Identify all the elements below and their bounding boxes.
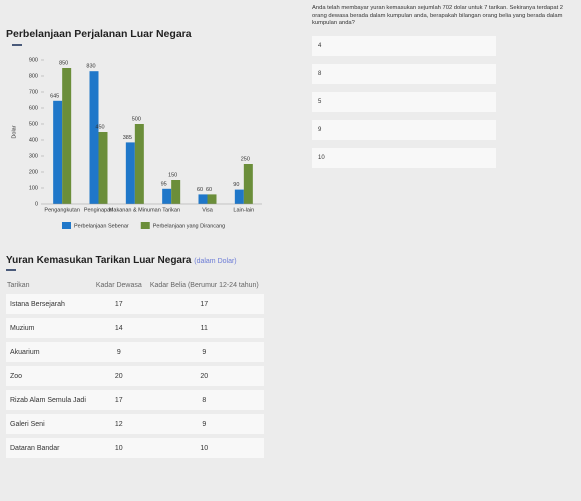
x-tick-label: Visa: [202, 207, 214, 213]
value-label: 850: [59, 60, 68, 66]
chart-title: Perbelanjaan Perjalanan Luar Negara: [6, 28, 192, 40]
y-tick-label: 800: [29, 73, 38, 79]
legend-swatch: [62, 222, 71, 229]
x-tick-label: Tarikan: [162, 207, 180, 213]
value-label: 60: [206, 187, 212, 193]
fee-table: Yuran Kemasukan Tarikan Luar Negara (dal…: [6, 255, 264, 462]
table-cell: 10: [144, 438, 264, 458]
value-label: 385: [123, 135, 132, 141]
y-tick-label: 0: [35, 201, 38, 207]
table-title: Yuran Kemasukan Tarikan Luar Negara: [6, 255, 192, 266]
table-cell: Dataran Bandar: [6, 438, 94, 458]
table-row: Akuarium 9 9: [6, 342, 264, 362]
x-tick-label: Makanan & Minuman: [109, 207, 161, 213]
table-cell: Muzium: [6, 318, 94, 338]
value-label: 95: [161, 181, 167, 187]
y-tick-label: 500: [29, 121, 38, 127]
bar: [89, 71, 99, 204]
value-label: 450: [95, 124, 104, 130]
question-text: Anda telah membayar yuran kemasukan seju…: [312, 5, 564, 27]
title-underline: [12, 44, 22, 46]
y-tick-label: 100: [29, 185, 38, 191]
table-cell: Akuarium: [6, 342, 94, 362]
options: 4 8 5 9 10: [312, 35, 574, 168]
table-cell: 11: [144, 318, 264, 338]
table-cell: Rizab Alam Semula Jadi: [6, 390, 94, 410]
table-row: Rizab Alam Semula Jadi 17 8: [6, 390, 264, 410]
y-axis-label: Dolar: [11, 125, 17, 138]
chart: Perbelanjaan Perjalanan Luar Negara Dola…: [6, 28, 262, 229]
answer-option[interactable]: 5: [312, 91, 496, 112]
table: Tarikan Kadar Dewasa Kadar Belia (Berumur …: [6, 277, 264, 462]
bar: [98, 132, 108, 204]
table-cell: 20: [144, 366, 264, 386]
column-header: Tarikan: [7, 282, 30, 289]
column-header: Kadar Dewasa: [95, 282, 142, 289]
answer-option[interactable]: 9: [312, 119, 496, 140]
table-cell: Galeri Seni: [6, 414, 94, 434]
bar: [53, 100, 63, 204]
answer-option[interactable]: 4: [312, 35, 496, 56]
y-tick-label: 700: [29, 89, 38, 95]
bar: [234, 189, 244, 204]
table-cell: Istana Bersejarah: [6, 294, 94, 314]
bar: [62, 68, 72, 204]
table-cell: 12: [93, 414, 145, 434]
legend-label: Perbelanjaan yang Dirancang: [153, 223, 225, 229]
y-tick-label: 300: [29, 153, 38, 159]
bar: [125, 142, 135, 204]
table-row: Galeri Seni 12 9: [6, 414, 264, 434]
bar: [207, 194, 217, 204]
answer-option[interactable]: 8: [312, 63, 496, 84]
table-cell: 17: [93, 294, 145, 314]
x-tick-label: Lain-lain: [233, 207, 254, 213]
bar: [198, 194, 208, 204]
legend-swatch: [140, 222, 150, 229]
y-tick-label: 400: [29, 137, 38, 143]
table-row: Istana Bersejarah 17 17: [6, 294, 264, 314]
bar: [134, 124, 144, 204]
table-cell: 17: [144, 294, 264, 314]
y-tick-label: 600: [29, 105, 38, 111]
value-label: 500: [132, 116, 141, 122]
value-label: 250: [241, 156, 250, 162]
value-label: 645: [50, 93, 59, 99]
column-header: Kadar Belia (Berumur 12-24 tahun): [149, 282, 259, 289]
answer-option[interactable]: 10: [312, 147, 496, 168]
x-tick-label: Pengangkutan: [44, 207, 79, 213]
bar: [162, 188, 172, 204]
table-subtitle: (dalam Dolar): [194, 258, 237, 265]
x-tick-label: Penginapan: [84, 207, 113, 213]
table-cell: 8: [144, 390, 264, 410]
table-cell: 10: [93, 438, 145, 458]
table-row: Dataran Bandar 10 10: [6, 438, 264, 458]
value-label: 90: [233, 182, 239, 188]
bar: [243, 164, 253, 204]
table-cell: Zoo: [6, 366, 94, 386]
legend-label: Perbelanjaan Sebenar: [74, 223, 129, 229]
table-cell: 9: [144, 342, 264, 362]
value-label: 830: [86, 64, 95, 70]
underline: [6, 269, 16, 271]
table-row: Zoo 20 20: [6, 366, 264, 386]
table-cell: 9: [144, 414, 264, 434]
table-cell: 9: [93, 342, 145, 362]
table-cell: 17: [93, 390, 145, 410]
table-cell: 14: [93, 318, 145, 338]
table-heading: Yuran Kemasukan Tarikan Luar Negara (dal…: [6, 255, 264, 266]
value-label: 60: [197, 187, 203, 193]
y-tick-label: 900: [29, 57, 38, 63]
table-row: Muzium 14 11: [6, 318, 264, 338]
header-row: Tarikan Kadar Dewasa Kadar Belia (Berumur …: [6, 281, 264, 290]
table-cell: 20: [93, 366, 145, 386]
bar: [171, 180, 181, 204]
value-label: 150: [168, 172, 177, 178]
question-panel: Anda telah membayar yuran kemasukan seju…: [312, 5, 574, 168]
y-tick-label: 200: [29, 169, 38, 175]
